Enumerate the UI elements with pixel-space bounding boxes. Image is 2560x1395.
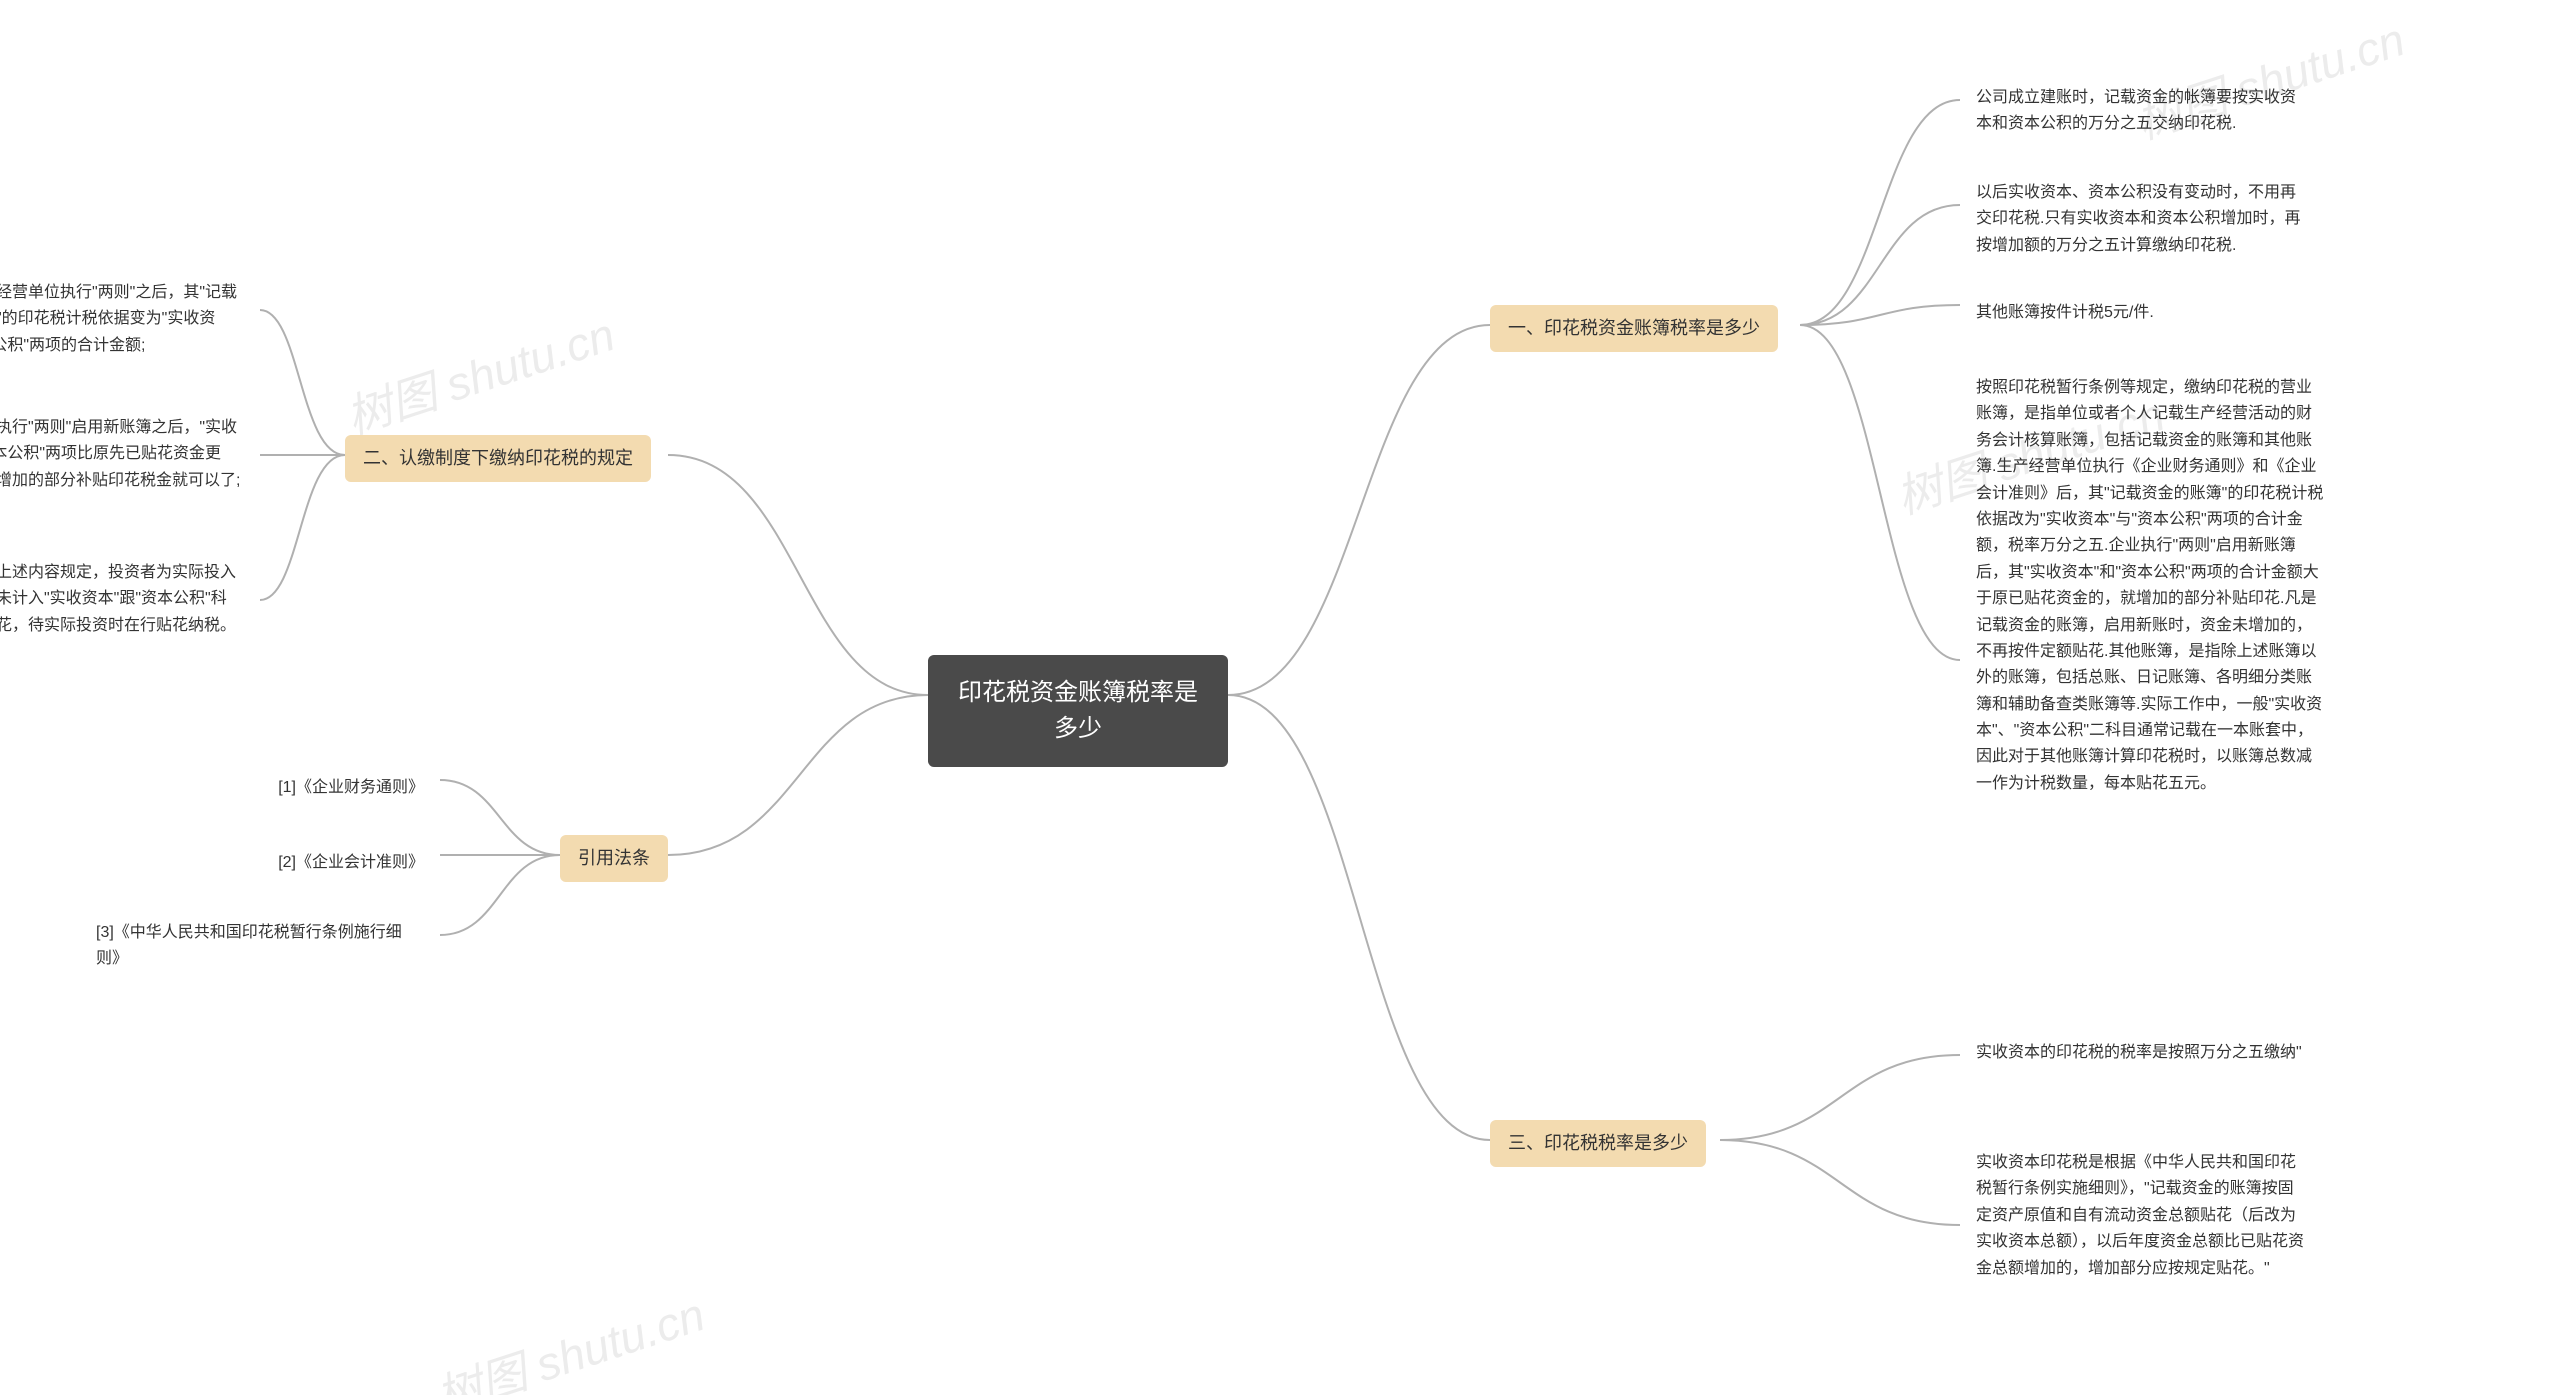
leaf-r3-0: 实收资本的印花税的税率是按照万分之五缴纳" xyxy=(1960,1030,2320,1076)
leaf-text: [3]《中华人民共和国印花税暂行条例施行细则》 xyxy=(96,924,402,967)
branch-r3-label: 三、印花税税率是多少 xyxy=(1508,1133,1688,1153)
leaf-law-0: [1]《企业财务通则》 xyxy=(220,765,440,811)
leaf-l2-2: （三）依照上述内容规定，投资者为实际投入的资会计上未计入"实收资本"跟"资本公积… xyxy=(0,550,260,649)
branch-r1-label: 一、印花税资金账簿税率是多少 xyxy=(1508,318,1760,338)
leaf-r3-1: 实收资本印花税是根据《中华人民共和国印花税暂行条例实施细则》，"记载资金的账簿按… xyxy=(1960,1140,2320,1292)
branch-r1: 一、印花税资金账簿税率是多少 xyxy=(1490,305,1778,352)
leaf-l2-1: （二）企业执行"两则"启用新账簿之后，"实收资本"跟"资本公积"两项比原先已贴花… xyxy=(0,405,260,504)
watermark: 树图 shutu.cn xyxy=(337,299,622,448)
leaf-law-1: [2]《企业会计准则》 xyxy=(220,840,440,886)
branch-laws-label: 引用法条 xyxy=(578,848,650,868)
branch-l2-label: 二、认缴制度下缴纳印花税的规定 xyxy=(363,448,633,468)
leaf-text: 按照印花税暂行条例等规定，缴纳印花税的营业账簿，是指单位或者个人记载生产经营活动… xyxy=(1976,379,2323,792)
branch-l2: 二、认缴制度下缴纳印花税的规定 xyxy=(345,435,651,482)
root-node: 印花税资金账簿税率是多少 xyxy=(928,655,1228,767)
leaf-text: [2]《企业会计准则》 xyxy=(278,854,424,871)
leaf-text: 实收资本印花税是根据《中华人民共和国印花税暂行条例实施细则》，"记载资金的账簿按… xyxy=(1976,1154,2304,1277)
leaf-law-2: [3]《中华人民共和国印花税暂行条例施行细则》 xyxy=(80,910,440,983)
leaf-r1-2: 其他账簿按件计税5元/件. xyxy=(1960,290,2320,336)
leaf-text: 公司成立建账时，记载资金的帐簿要按实收资本和资本公积的万分之五交纳印花税. xyxy=(1976,89,2296,132)
leaf-text: （二）企业执行"两则"启用新账簿之后，"实收资本"跟"资本公积"两项比原先已贴花… xyxy=(0,419,240,489)
watermark: 树图 shutu.cn xyxy=(427,1279,712,1395)
leaf-r1-1: 以后实收资本、资本公积没有变动时，不用再交印花税.只有实收资本和资本公积增加时，… xyxy=(1960,170,2320,269)
root-label: 印花税资金账簿税率是多少 xyxy=(958,679,1198,742)
branch-laws: 引用法条 xyxy=(560,835,668,882)
leaf-r1-0: 公司成立建账时，记载资金的帐簿要按实收资本和资本公积的万分之五交纳印花税. xyxy=(1960,75,2320,148)
leaf-l2-0: （一）生产经营单位执行"两则"之后，其"记载资金的账簿"的印花税计税依据变为"实… xyxy=(0,270,260,369)
leaf-text: 其他账簿按件计税5元/件. xyxy=(1976,304,2154,321)
leaf-text: （一）生产经营单位执行"两则"之后，其"记载资金的账簿"的印花税计税依据变为"实… xyxy=(0,284,237,354)
leaf-text: [1]《企业财务通则》 xyxy=(278,779,424,796)
leaf-text: （三）依照上述内容规定，投资者为实际投入的资会计上未计入"实收资本"跟"资本公积… xyxy=(0,564,236,634)
leaf-r1-3: 按照印花税暂行条例等规定，缴纳印花税的营业账簿，是指单位或者个人记载生产经营活动… xyxy=(1960,365,2340,807)
leaf-text: 实收资本的印花税的税率是按照万分之五缴纳" xyxy=(1976,1044,2302,1061)
leaf-text: 以后实收资本、资本公积没有变动时，不用再交印花税.只有实收资本和资本公积增加时，… xyxy=(1976,184,2300,254)
branch-r3: 三、印花税税率是多少 xyxy=(1490,1120,1706,1167)
